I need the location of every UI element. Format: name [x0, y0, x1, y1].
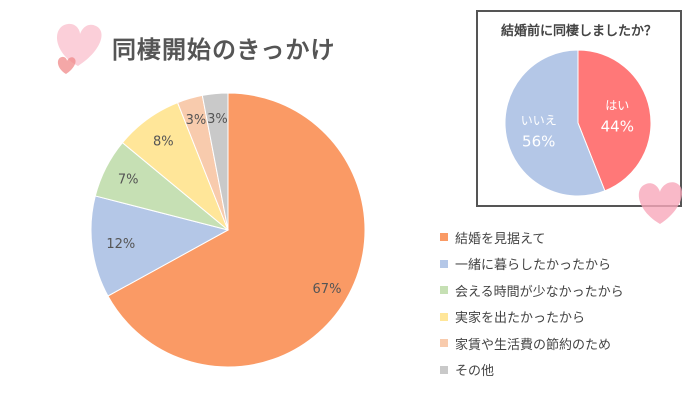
pie-slice	[90, 195, 230, 297]
legend-item: 結婚を見据えて	[440, 224, 624, 251]
heart-decoration	[57, 23, 102, 74]
slice-category-label: いいえ	[521, 113, 557, 127]
chart-legend: 結婚を見据えて一緒に暮らしたかったから 会える時間が少なかったから 実家を出たかった…	[440, 224, 624, 383]
page-title: 同棲開始のきっかけ	[112, 36, 336, 64]
legend-label: 一緒に暮らしたかったから	[455, 258, 612, 274]
legend-item: その他	[440, 357, 624, 384]
legend-swatch	[440, 312, 448, 321]
legend-swatch	[440, 233, 448, 242]
legend-item: 実家を出たかったから	[440, 304, 624, 331]
slice-value-label: 3%	[207, 112, 228, 127]
legend-label: その他	[455, 364, 495, 380]
pie-slice	[201, 92, 229, 231]
slice-value-label: 8%	[153, 135, 174, 150]
slice-value-label: 12%	[106, 237, 135, 252]
legend-item: 会える時間が少なかったから	[440, 277, 624, 304]
slice-value-label: 56%	[522, 132, 555, 150]
slice-value-label: 7%	[118, 173, 139, 188]
legend-label: 会える時間が少なかったから	[455, 284, 624, 300]
heart-decoration	[638, 182, 683, 224]
legend-item: 一緒に暮らしたかったから	[440, 251, 624, 278]
slice-value-label: 3%	[186, 113, 207, 128]
legend-swatch	[440, 365, 448, 374]
legend-label: 家賃や生活費の節約のため	[455, 337, 612, 353]
pie-slice	[577, 49, 652, 192]
inset-chart-title: 結婚前に同棲しましたか？	[500, 24, 657, 39]
inset-pie-chart: はい 44% いいえ 56%	[504, 49, 652, 197]
pie-slice	[107, 92, 366, 368]
legend-swatch	[440, 339, 448, 348]
inset-chart-panel: 結婚前に同棲しましたか？ はい 44% いいえ 56%	[476, 10, 682, 207]
legend-label: 結婚を見据えて	[455, 231, 546, 247]
slice-category-label: はい	[605, 99, 629, 113]
legend-label: 実家を出たかったから	[455, 311, 586, 327]
legend-item: 家賃や生活費の節約のため	[440, 330, 624, 357]
slice-value-label: 67%	[313, 282, 342, 297]
legend-swatch	[440, 259, 448, 268]
legend-swatch	[440, 286, 448, 295]
slice-value-label: 44%	[601, 118, 634, 136]
pie-slice	[504, 49, 606, 197]
